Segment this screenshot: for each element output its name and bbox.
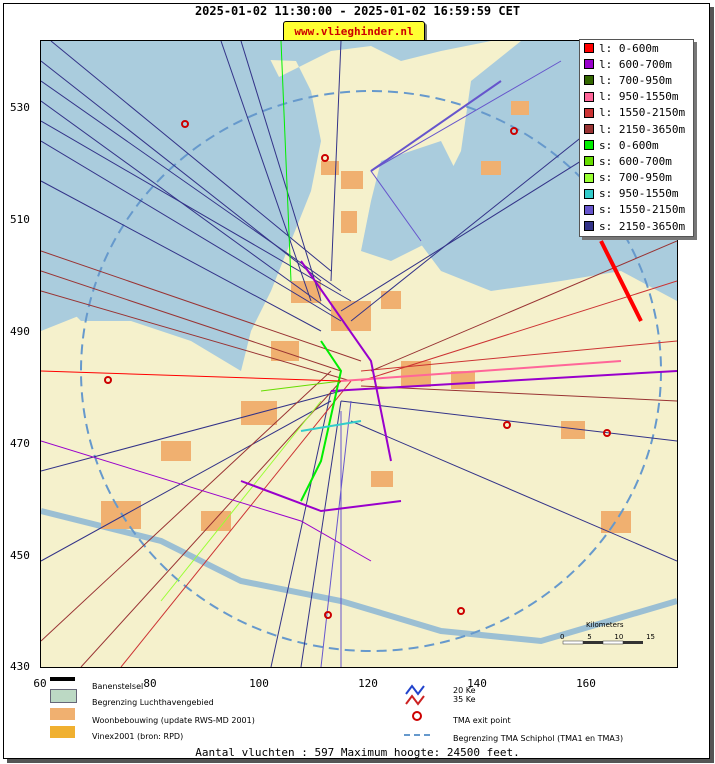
airport-boundary-label: Begrenzing Luchthavengebied xyxy=(92,698,214,707)
runway-swatch xyxy=(50,677,75,681)
land-mass xyxy=(41,41,677,667)
legend-label: l: 700-950m xyxy=(599,73,672,87)
tma-exit-points xyxy=(104,120,611,619)
y-tick: 430 xyxy=(10,660,30,673)
ke35-label: 35 Ke xyxy=(453,695,476,704)
x-tick: 160 xyxy=(576,677,596,690)
legend-label: s: 2150-3650m xyxy=(599,219,686,233)
ke-contour-icon xyxy=(405,684,425,706)
y-tick: 490 xyxy=(10,325,30,338)
legend-swatch xyxy=(584,221,594,232)
legend-swatch xyxy=(584,124,594,135)
x-tick: 60 xyxy=(33,677,47,690)
altitude-legend: l: 0-600m l: 600-700m l: 700-950m l: 950-15… xyxy=(579,39,694,237)
legend-item: s: 0-600m xyxy=(580,137,693,153)
flight-summary: Aantal vluchten : 597 Maximum hoogte: 24… xyxy=(195,746,520,759)
site-link[interactable]: www.vlieghinder.nl xyxy=(283,21,425,43)
legend-item: s: 950-1550m xyxy=(580,186,693,202)
map-key: Banenstelsel Begrenzing Luchthavengebied… xyxy=(40,674,676,744)
y-tick: 450 xyxy=(10,549,30,562)
legend-label: s: 0-600m xyxy=(599,138,659,152)
north-sea xyxy=(41,41,281,131)
legend-item: l: 0-600m xyxy=(580,40,693,56)
flight-tracks xyxy=(41,41,677,667)
legend-item: s: 600-700m xyxy=(580,153,693,169)
legend-item: s: 1550-2150m xyxy=(580,202,693,218)
time-range-title: 2025-01-02 11:30:00 - 2025-01-02 16:59:5… xyxy=(194,4,521,18)
vinex-label: Vinex2001 (bron: RPD) xyxy=(92,732,184,741)
markermeer xyxy=(361,141,461,261)
x-tick: 140 xyxy=(467,677,487,690)
y-tick: 530 xyxy=(10,101,30,114)
legend-swatch xyxy=(584,156,594,167)
y-tick: 470 xyxy=(10,437,30,450)
housing-label: Woonbebouwing (update RWS-MD 2001) xyxy=(92,716,255,725)
legend-swatch xyxy=(584,75,594,86)
legend-label: l: 950-1550m xyxy=(599,90,679,104)
legend-item: l: 950-1550m xyxy=(580,89,693,105)
x-tick: 120 xyxy=(358,677,378,690)
legend-swatch xyxy=(584,204,594,215)
ke20-label: 20 Ke xyxy=(453,686,476,695)
urban-areas xyxy=(101,101,631,533)
legend-item: l: 2150-3650m xyxy=(580,121,693,137)
legend-item: s: 700-950m xyxy=(580,170,693,186)
legend-swatch xyxy=(584,188,594,199)
legend-swatch xyxy=(584,172,594,183)
tma-exit-label: TMA exit point xyxy=(453,716,511,725)
scale-label: 15 xyxy=(646,633,655,641)
scale-labels: 0 5 10 15 xyxy=(560,633,655,641)
legend-label: l: 600-700m xyxy=(599,57,672,71)
x-tick: 100 xyxy=(249,677,269,690)
tma-exit-icon xyxy=(412,711,422,721)
legend-item: l: 600-700m xyxy=(580,56,693,72)
legend-label: s: 1550-2150m xyxy=(599,203,686,217)
legend-swatch xyxy=(584,91,594,102)
y-tick: 510 xyxy=(10,213,30,226)
vinex-swatch xyxy=(50,726,75,738)
legend-swatch xyxy=(584,140,594,151)
scale-label: 10 xyxy=(614,633,624,641)
tma-boundary-label: Begrenzing TMA Schiphol (TMA1 en TMA3) xyxy=(453,734,624,743)
x-tick: 80 xyxy=(143,677,157,690)
legend-swatch xyxy=(584,43,594,54)
legend-label: l: 1550-2150m xyxy=(599,106,686,120)
legend-item: l: 700-950m xyxy=(580,72,693,88)
legend-swatch xyxy=(584,107,594,118)
airport-boundary-swatch xyxy=(50,689,77,703)
housing-swatch xyxy=(50,708,75,720)
legend-label: s: 700-950m xyxy=(599,171,672,185)
scale-title: Kilometers xyxy=(586,621,624,629)
scale-label: 0 xyxy=(560,633,565,641)
legend-label: s: 950-1550m xyxy=(599,187,679,201)
legend-label: l: 0-600m xyxy=(599,41,659,55)
tma-boundary-swatch xyxy=(404,734,430,736)
flight-track-map xyxy=(40,40,678,668)
legend-label: s: 600-700m xyxy=(599,154,672,168)
legend-swatch xyxy=(584,59,594,70)
legend-label: l: 2150-3650m xyxy=(599,122,686,136)
legend-item: l: 1550-2150m xyxy=(580,105,693,121)
coast-water xyxy=(41,241,141,331)
scale-label: 5 xyxy=(587,633,592,641)
map-scale-bar xyxy=(562,640,643,645)
runways-label: Banenstelsel xyxy=(92,682,144,691)
legend-item: s: 2150-3650m xyxy=(580,218,693,234)
